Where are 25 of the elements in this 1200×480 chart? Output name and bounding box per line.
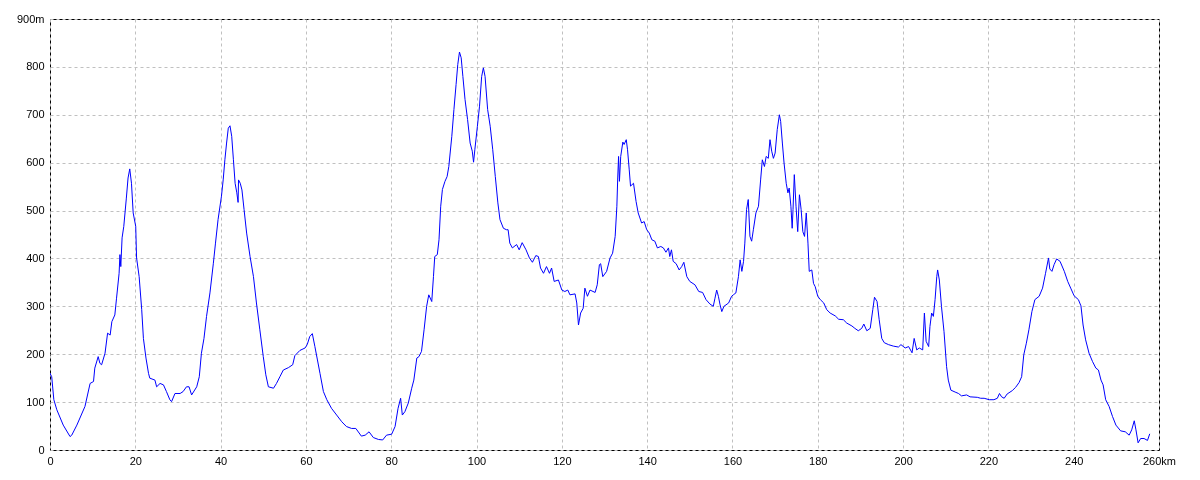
y-tick-label: 900m xyxy=(16,12,45,25)
x-tick-label: 220 xyxy=(979,454,999,467)
y-tick-label: 0 xyxy=(38,443,45,456)
x-tick-label: 140 xyxy=(638,454,657,467)
x-tick-label: 40 xyxy=(214,454,228,467)
x-tick-label: 260km xyxy=(1142,454,1177,467)
x-tick-label: 20 xyxy=(129,454,142,467)
y-tick-label: 100 xyxy=(26,395,45,408)
y-tick-label: 600 xyxy=(26,156,45,169)
y-tick-label: 700 xyxy=(26,108,45,121)
x-tick-label: 120 xyxy=(553,454,572,467)
y-tick-label: 800 xyxy=(26,60,45,73)
x-tick-label: 100 xyxy=(467,454,487,467)
x-tick-label: 180 xyxy=(809,454,828,467)
x-tick-label: 80 xyxy=(385,454,398,467)
y-tick-label: 400 xyxy=(26,251,45,264)
x-tick-label: 60 xyxy=(300,454,313,467)
x-tick-label: 200 xyxy=(894,454,913,467)
y-tick-label: 300 xyxy=(26,299,45,312)
y-tick-label: 200 xyxy=(26,347,45,360)
x-tick-label: 0 xyxy=(47,454,54,467)
y-tick-label: 500 xyxy=(26,204,45,217)
x-tick-label: 240 xyxy=(1065,454,1084,467)
line-series xyxy=(50,51,1151,444)
x-tick-label: 160 xyxy=(723,454,743,467)
